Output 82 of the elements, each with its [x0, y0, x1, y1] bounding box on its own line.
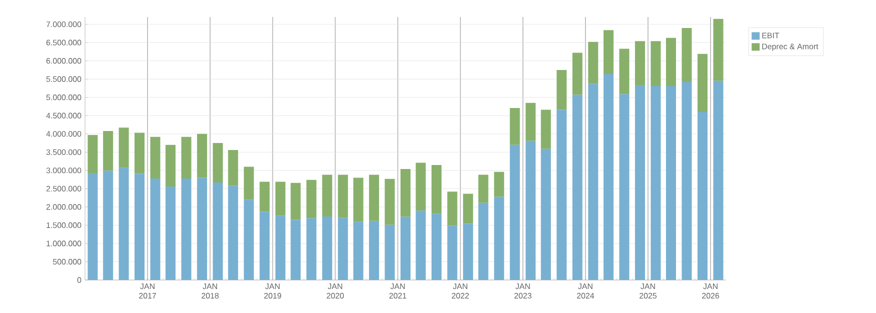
bar [244, 200, 254, 280]
bar [666, 38, 676, 86]
bar [478, 174, 488, 203]
bar [150, 178, 160, 280]
bar [510, 144, 520, 280]
bar [275, 216, 286, 280]
bar [604, 30, 614, 74]
bar [526, 140, 536, 280]
bar [572, 52, 582, 95]
bar [698, 112, 708, 280]
bar [260, 212, 270, 280]
bar [588, 42, 598, 84]
bar [197, 178, 208, 280]
bar [666, 86, 676, 280]
bar [134, 132, 145, 174]
bar [416, 162, 426, 211]
bar [432, 164, 442, 214]
bar [369, 220, 380, 280]
bar [619, 48, 630, 94]
bar [604, 74, 614, 280]
bar [212, 143, 223, 182]
bar [118, 128, 129, 168]
bar [634, 41, 645, 85]
bar [166, 144, 176, 186]
bar [478, 202, 488, 280]
bar [275, 182, 286, 216]
bar [634, 84, 645, 280]
bar [306, 218, 316, 280]
bar [322, 216, 332, 280]
bar [447, 226, 458, 280]
bar [698, 54, 708, 112]
bar [713, 18, 724, 81]
bar [682, 82, 692, 280]
bar [384, 224, 395, 280]
bar [306, 180, 316, 218]
bar [353, 178, 364, 222]
bar [353, 222, 364, 280]
bar [556, 110, 567, 280]
bar [432, 214, 442, 280]
bar [322, 174, 332, 216]
bar [416, 210, 426, 280]
bar [400, 168, 411, 217]
bar [103, 170, 114, 280]
bar [540, 110, 551, 149]
bar [463, 224, 474, 280]
bar [682, 28, 692, 82]
bar [384, 178, 395, 225]
bar [510, 108, 520, 145]
bar [134, 174, 145, 280]
bar [181, 178, 192, 280]
bar [338, 174, 348, 218]
bar [228, 186, 238, 280]
bar [619, 94, 630, 280]
bar [713, 80, 724, 280]
bar [447, 192, 458, 226]
bar [212, 182, 223, 280]
bar [260, 182, 270, 212]
bar [494, 196, 504, 280]
bar [369, 174, 380, 221]
bar [244, 166, 254, 200]
bar [540, 148, 551, 280]
bar [290, 182, 301, 220]
bar [181, 136, 192, 178]
bar [588, 84, 598, 280]
bar [650, 41, 661, 86]
bar [400, 216, 411, 280]
bar [166, 186, 176, 280]
bar [88, 172, 98, 280]
bar [338, 218, 348, 280]
bar [118, 168, 129, 280]
bar [150, 136, 160, 178]
bar [572, 94, 582, 280]
bar [556, 70, 567, 110]
bar [494, 172, 504, 197]
bar [526, 102, 536, 141]
bar [88, 134, 98, 173]
bar [463, 194, 474, 224]
bar [197, 134, 208, 178]
bar [103, 130, 114, 171]
bar [650, 86, 661, 280]
bar [228, 150, 238, 186]
bar [290, 220, 301, 280]
